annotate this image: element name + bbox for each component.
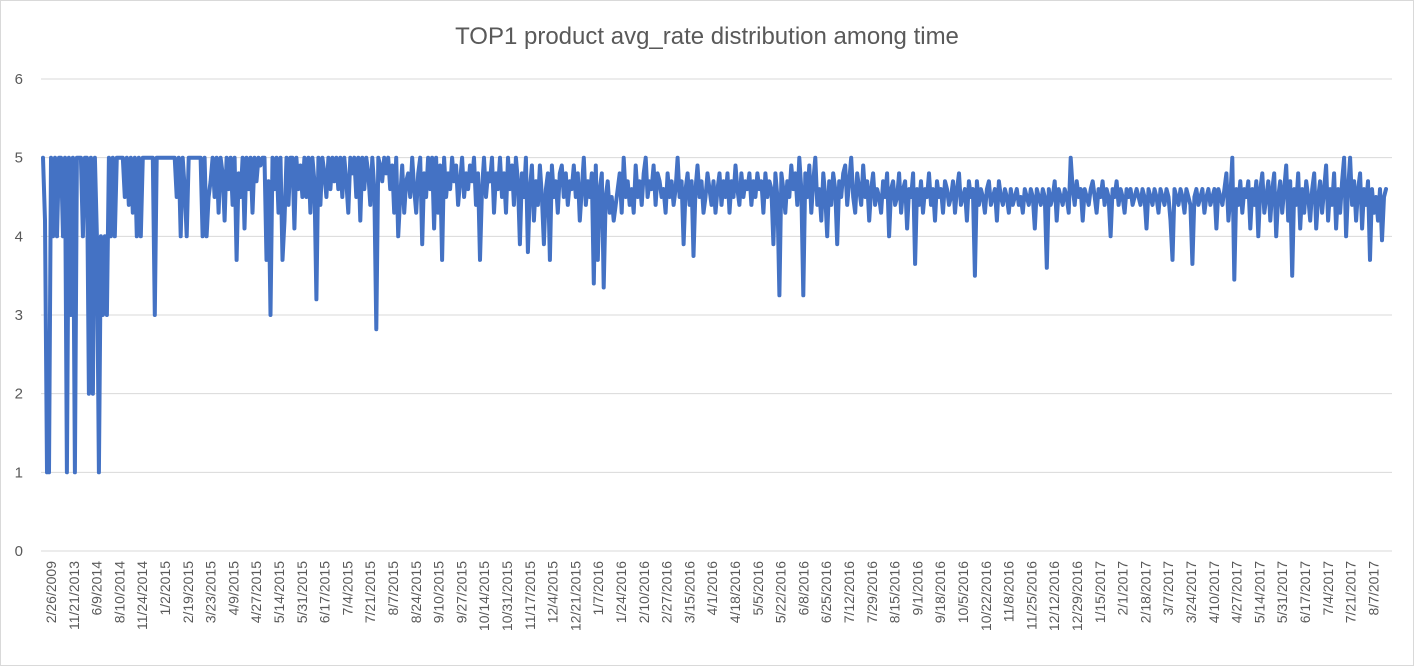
x-tick-label: 9/18/2016: [932, 561, 948, 623]
x-tick-label: 4/18/2016: [727, 561, 743, 623]
x-tick-label: 6/8/2016: [795, 561, 811, 616]
y-tick-label: 0: [15, 543, 23, 560]
x-tick-label: 2/18/2017: [1137, 561, 1153, 623]
x-tick-label: 6/9/2014: [89, 561, 105, 616]
x-tick-label: 10/31/2015: [499, 561, 515, 631]
x-tick-label: 9/27/2015: [453, 561, 469, 623]
x-tick-label: 4/9/2015: [225, 561, 241, 616]
x-tick-label: 7/4/2015: [339, 561, 355, 616]
x-tick-label: 9/10/2015: [431, 561, 447, 623]
x-tick-label: 3/15/2016: [681, 561, 697, 623]
chart-title: TOP1 product avg_rate distribution among…: [455, 23, 959, 50]
x-tick-label: 12/21/2015: [567, 561, 583, 631]
x-tick-label: 12/29/2016: [1069, 561, 1085, 631]
x-tick-label: 6/25/2016: [818, 561, 834, 623]
x-tick-label: 8/15/2016: [887, 561, 903, 623]
x-tick-label: 5/5/2016: [750, 561, 766, 616]
x-tick-label: 8/7/2017: [1365, 561, 1381, 616]
y-tick-label: 2: [15, 386, 23, 403]
x-tick-label: 4/27/2017: [1229, 561, 1245, 623]
x-tick-label: 5/31/2015: [294, 561, 310, 623]
x-tick-label: 7/12/2016: [841, 561, 857, 623]
y-tick-label: 6: [15, 71, 23, 88]
x-tick-label: 7/21/2015: [362, 561, 378, 623]
x-tick-label: 5/14/2015: [271, 561, 287, 623]
x-tick-label: 7/4/2017: [1320, 561, 1336, 616]
y-tick-label: 1: [15, 464, 23, 481]
x-tick-label: 1/7/2016: [590, 561, 606, 616]
y-tick-label: 3: [15, 307, 23, 324]
x-tick-label: 12/12/2016: [1046, 561, 1062, 631]
x-tick-label: 6/17/2017: [1297, 561, 1313, 623]
y-tick-label: 5: [15, 150, 23, 167]
x-tick-label: 3/24/2017: [1183, 561, 1199, 623]
x-tick-label: 6/17/2015: [317, 561, 333, 623]
x-tick-label: 11/24/2014: [134, 561, 150, 630]
series-line: [41, 155, 1388, 475]
x-tick-label: 7/21/2017: [1343, 561, 1359, 623]
x-tick-label: 11/25/2016: [1023, 561, 1039, 630]
x-tick-label: 8/24/2015: [408, 561, 424, 623]
x-tick-label: 2/26/2009: [43, 561, 59, 623]
x-tick-label: 11/21/2013: [66, 561, 82, 630]
x-tick-label: 10/5/2016: [955, 561, 971, 623]
x-tick-label: 8/10/2014: [111, 561, 127, 623]
x-tick-label: 1/15/2017: [1092, 561, 1108, 623]
x-tick-label: 4/1/2016: [704, 561, 720, 616]
x-tick-label: 2/19/2015: [180, 561, 196, 623]
x-tick-label: 12/4/2015: [545, 561, 561, 623]
x-tick-label: 2/10/2016: [636, 561, 652, 623]
x-tick-label: 11/17/2015: [522, 561, 538, 630]
x-tick-label: 4/27/2015: [248, 561, 264, 623]
y-tick-label: 4: [15, 228, 23, 245]
x-tick-label: 1/24/2016: [613, 561, 629, 623]
x-tick-label: 7/29/2016: [864, 561, 880, 623]
x-tick-label: 9/1/2016: [909, 561, 925, 616]
x-tick-label: 5/31/2017: [1274, 561, 1290, 623]
x-tick-label: 4/10/2017: [1206, 561, 1222, 623]
x-tick-label: 5/22/2016: [773, 561, 789, 623]
x-tick-label: 11/8/2016: [1001, 561, 1017, 622]
x-tick-label: 5/14/2017: [1251, 561, 1267, 623]
x-tick-label: 10/22/2016: [978, 561, 994, 631]
x-tick-label: 3/23/2015: [203, 561, 219, 623]
x-tick-label: 1/2/2015: [157, 561, 173, 616]
x-tick-label: 2/27/2016: [659, 561, 675, 623]
x-tick-label: 3/7/2017: [1160, 561, 1176, 616]
x-tick-label: 10/14/2015: [476, 561, 492, 631]
x-tick-label: 2/1/2017: [1115, 561, 1131, 616]
x-tick-label: 8/7/2015: [385, 561, 401, 616]
